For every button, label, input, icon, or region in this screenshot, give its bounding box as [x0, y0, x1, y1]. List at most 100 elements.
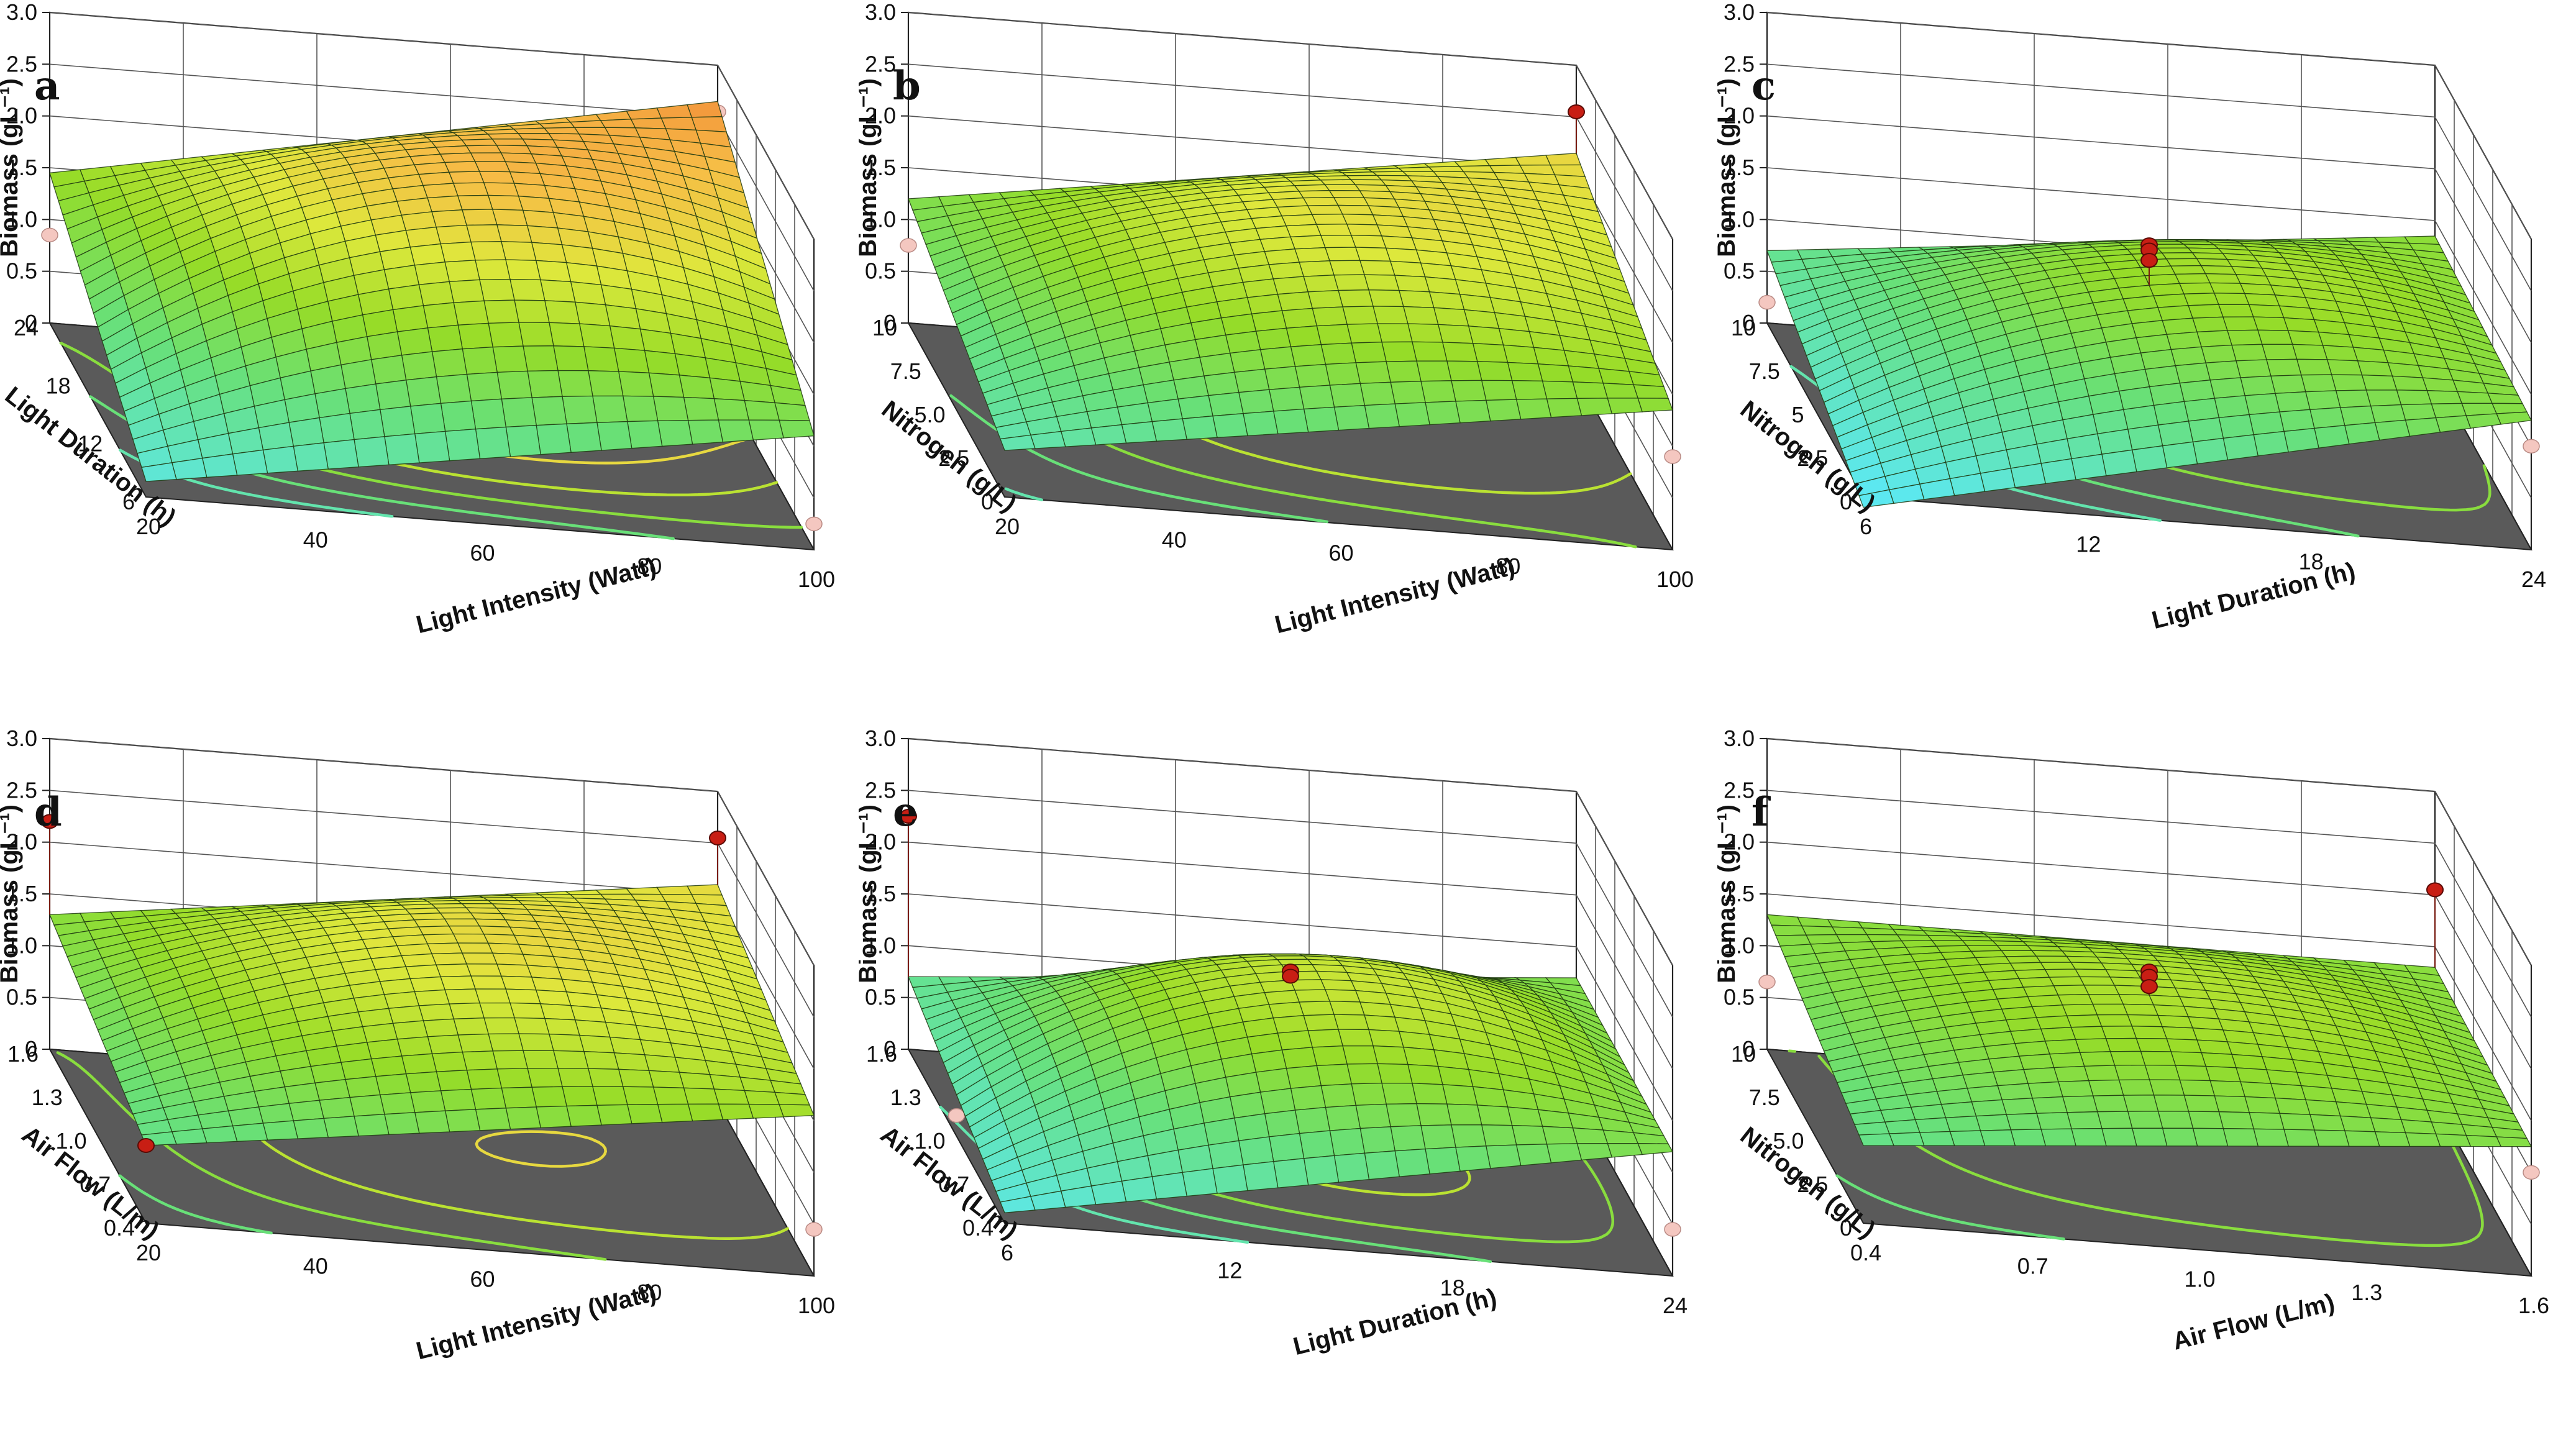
- surface-cell: [1182, 1168, 1218, 1197]
- surface-cell: [2127, 1014, 2163, 1027]
- x-tick-label: 40: [303, 527, 328, 552]
- surface-cell: [2040, 1027, 2076, 1042]
- surface-cell: [323, 439, 359, 470]
- x-tick-label: 80: [637, 1280, 662, 1305]
- surface-cell: [2109, 1050, 2146, 1066]
- surface-cell: [1286, 325, 1322, 347]
- wall-grid-level: [908, 790, 1673, 1018]
- surface-cell: [1390, 1125, 1426, 1152]
- surface-cell: [2162, 317, 2198, 335]
- surface-cell: [2006, 1113, 2042, 1131]
- surface-cell: [1386, 1103, 1422, 1127]
- design-points-below: [1758, 974, 2540, 1180]
- wall-grid-level: [908, 841, 1673, 1070]
- surface-cell: [779, 1104, 815, 1118]
- z-tick-label: 2.5: [1724, 777, 1755, 803]
- surface-cell: [1446, 1103, 1482, 1126]
- y-tick-label: 7.5: [1749, 1085, 1780, 1110]
- surface-cell: [1831, 926, 1868, 936]
- surface-cell: [2218, 1111, 2255, 1129]
- surface-cell: [379, 1092, 416, 1115]
- surface-cell: [2179, 380, 2216, 403]
- surface-cell: [531, 1086, 567, 1108]
- surface-cell: [1350, 234, 1387, 248]
- surface-cell: [1991, 940, 2029, 947]
- surface-cell: [518, 322, 554, 347]
- surface-cell: [370, 1055, 407, 1077]
- surface-cell: [405, 1071, 442, 1093]
- surface-cell: [392, 1020, 429, 1040]
- surface-cell: [1259, 1088, 1296, 1114]
- surface-cell: [422, 1018, 459, 1037]
- surface-cell: [465, 963, 502, 977]
- surface-cell: [2261, 344, 2298, 360]
- surface-cell: [2157, 421, 2194, 447]
- surface-cell: [2044, 1039, 2081, 1055]
- surface-cell: [1316, 1064, 1353, 1086]
- surface-cell: [1866, 934, 1902, 942]
- surface-cell: [1294, 989, 1330, 1003]
- design-point: [805, 1222, 823, 1237]
- x-tick-label: 100: [798, 1293, 835, 1318]
- surface-cell: [2109, 977, 2146, 987]
- z-tick-label: 1.5: [865, 881, 896, 906]
- surface-cell: [2279, 409, 2315, 432]
- surface-cell: [1926, 934, 1963, 941]
- surface-cell: [687, 884, 723, 896]
- surface-plot-b: 0 0.5 1.0 1.5 2.0 2.5 3.0 Biomass (gL⁻¹) 20 40 60 8…: [859, 0, 1694, 639]
- y-tick-label: 10: [1731, 1041, 1756, 1067]
- surface-cell: [1177, 1144, 1213, 1173]
- x-tick-label: 24: [2521, 567, 2546, 592]
- surface-cell: [578, 323, 615, 349]
- y-tick-label: 1.0: [914, 1128, 945, 1154]
- surface-cell: [2179, 1079, 2216, 1096]
- surface-cell: [2279, 1113, 2315, 1131]
- surface-cell: [453, 1018, 489, 1036]
- surface-cell: [536, 1105, 572, 1129]
- surface-cell: [474, 161, 511, 173]
- surface-cell: [774, 402, 810, 421]
- surface-cell: [1407, 323, 1443, 343]
- surface-cell: [492, 1050, 528, 1070]
- surface-cell: [709, 377, 746, 401]
- surface-cell: [461, 952, 498, 965]
- surface-cell: [288, 417, 324, 447]
- surface-cell: [595, 888, 632, 895]
- surface-cell: [409, 1090, 446, 1113]
- surface-cell: [2188, 1111, 2224, 1129]
- surface-cell: [1121, 1176, 1158, 1203]
- surface-cell: [1537, 363, 1574, 383]
- surface-cell: [2170, 346, 2206, 367]
- surface-cell: [2062, 1095, 2098, 1113]
- z-tick-label: 1.0: [6, 932, 37, 958]
- surface-cell: [535, 989, 572, 1006]
- surface-cell: [1394, 402, 1430, 427]
- surface-cell: [622, 1086, 659, 1106]
- surface-cell: [1402, 306, 1439, 326]
- surface-cell: [2331, 374, 2367, 391]
- surface-cell: [1919, 1131, 1955, 1146]
- surface-cell: [748, 1103, 785, 1119]
- wall-grid-level: [908, 12, 1673, 240]
- surface-cell: [2205, 1065, 2241, 1083]
- surface-cell: [1351, 342, 1387, 363]
- design-point: [2426, 882, 2444, 898]
- surface-cell: [2335, 1101, 2372, 1119]
- surface-cell: [2196, 1039, 2232, 1055]
- surface-cell: [569, 120, 606, 129]
- z-axis-label: Biomass (gL⁻¹): [1717, 804, 1740, 983]
- surface-cell: [2236, 1067, 2272, 1084]
- surface-cell: [1546, 1143, 1583, 1164]
- surface-cell: [1541, 380, 1578, 399]
- surface-cell: [1303, 1014, 1339, 1031]
- surface-cell: [1364, 403, 1400, 429]
- surface-cell: [449, 1002, 485, 1019]
- surface-cell: [418, 1003, 455, 1021]
- design-point: [2523, 1165, 2540, 1180]
- surface-cell: [470, 241, 506, 261]
- surface-cell: [1299, 1130, 1335, 1159]
- surface-cell: [354, 436, 390, 468]
- surface-cell: [2196, 330, 2232, 348]
- surface-cell: [1234, 368, 1270, 393]
- surface-cell: [462, 1050, 498, 1071]
